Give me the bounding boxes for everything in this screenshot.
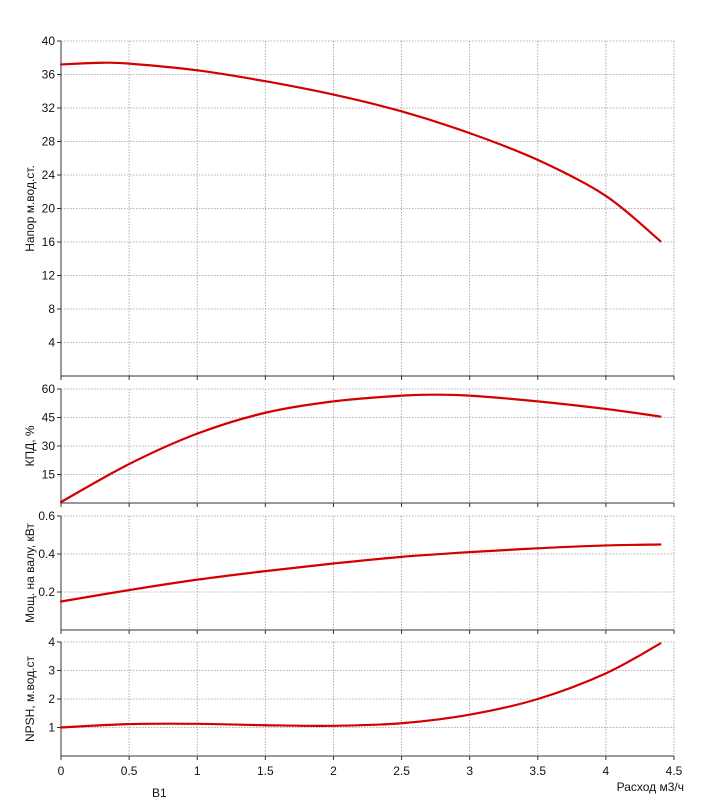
y-tick-label: 36 (42, 68, 56, 82)
y-tick-label: 24 (42, 168, 56, 182)
x-tick-label: 2.5 (393, 764, 410, 778)
y-tick-label: 4 (48, 635, 55, 649)
x-axis-title: Расход м3/ч (617, 780, 684, 794)
y-axis-title: Мощ. на валу, кВт (23, 523, 37, 623)
y-tick-label: 4 (48, 336, 55, 350)
series-line-npsh (59, 642, 662, 729)
y-tick-label: 1 (48, 721, 55, 735)
x-tick-label: 3.5 (529, 764, 546, 778)
x-tick-label: 4 (603, 764, 610, 778)
y-tick-label: 28 (42, 135, 56, 149)
y-tick-label: 45 (42, 411, 56, 425)
y-tick-label: 20 (42, 202, 56, 216)
y-tick-label: 0.4 (38, 547, 55, 561)
y-axis-title: КПД, % (23, 425, 37, 466)
y-tick-label: 0.6 (38, 509, 55, 523)
y-tick-label: 15 (42, 468, 56, 482)
y-axis-title: Напор м.вод.ст. (23, 165, 37, 252)
y-tick-label: 2 (48, 692, 55, 706)
series-line-power (59, 543, 662, 603)
y-axis-title: NPSH, м.вод.ст (23, 655, 37, 742)
x-tick-label: 1 (194, 764, 201, 778)
y-tick-label: 8 (48, 302, 55, 316)
y-tick-label: 40 (42, 34, 56, 48)
x-tick-label: 0.5 (121, 764, 138, 778)
y-tick-label: 60 (42, 382, 56, 396)
series-line-head (59, 61, 662, 243)
footer-label: B1 (152, 786, 167, 800)
x-tick-label: 1.5 (257, 764, 274, 778)
y-tick-label: 12 (42, 269, 56, 283)
y-tick-label: 3 (48, 664, 55, 678)
series-line-efficiency (59, 393, 662, 504)
y-tick-label: 32 (42, 101, 56, 115)
y-tick-label: 30 (42, 439, 56, 453)
x-tick-label: 3 (466, 764, 473, 778)
x-tick-label: 0 (58, 764, 65, 778)
y-tick-label: 0.2 (38, 585, 55, 599)
y-tick-label: 16 (42, 235, 56, 249)
x-tick-label: 2 (330, 764, 337, 778)
x-tick-label: 4.5 (666, 764, 683, 778)
